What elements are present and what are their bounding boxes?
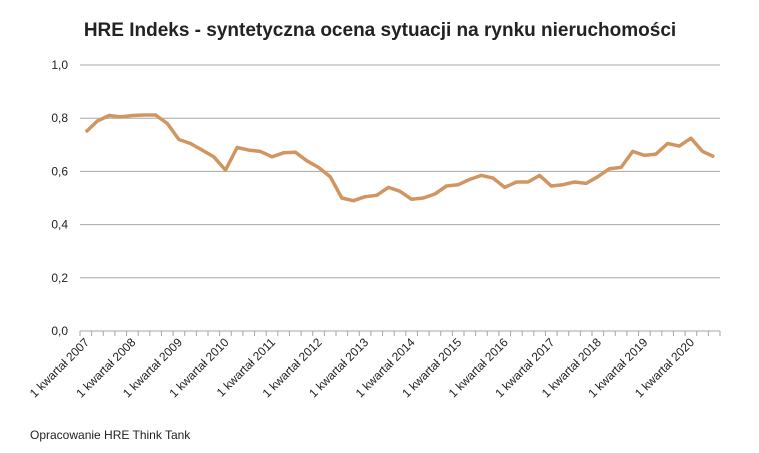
- y-tick-label: 0,6: [51, 164, 68, 178]
- y-tick-label: 1,0: [51, 58, 68, 72]
- data-line: [84, 113, 715, 203]
- y-tick-label: 0,0: [51, 324, 68, 338]
- y-tick-label: 0,8: [51, 111, 68, 125]
- y-tick-label: 0,2: [51, 271, 68, 285]
- source-note: Opracowanie HRE Think Tank: [30, 428, 191, 442]
- y-tick-label: 0,4: [51, 218, 68, 232]
- chart-title: HRE Indeks - syntetyczna ocena sytuacji …: [84, 20, 676, 41]
